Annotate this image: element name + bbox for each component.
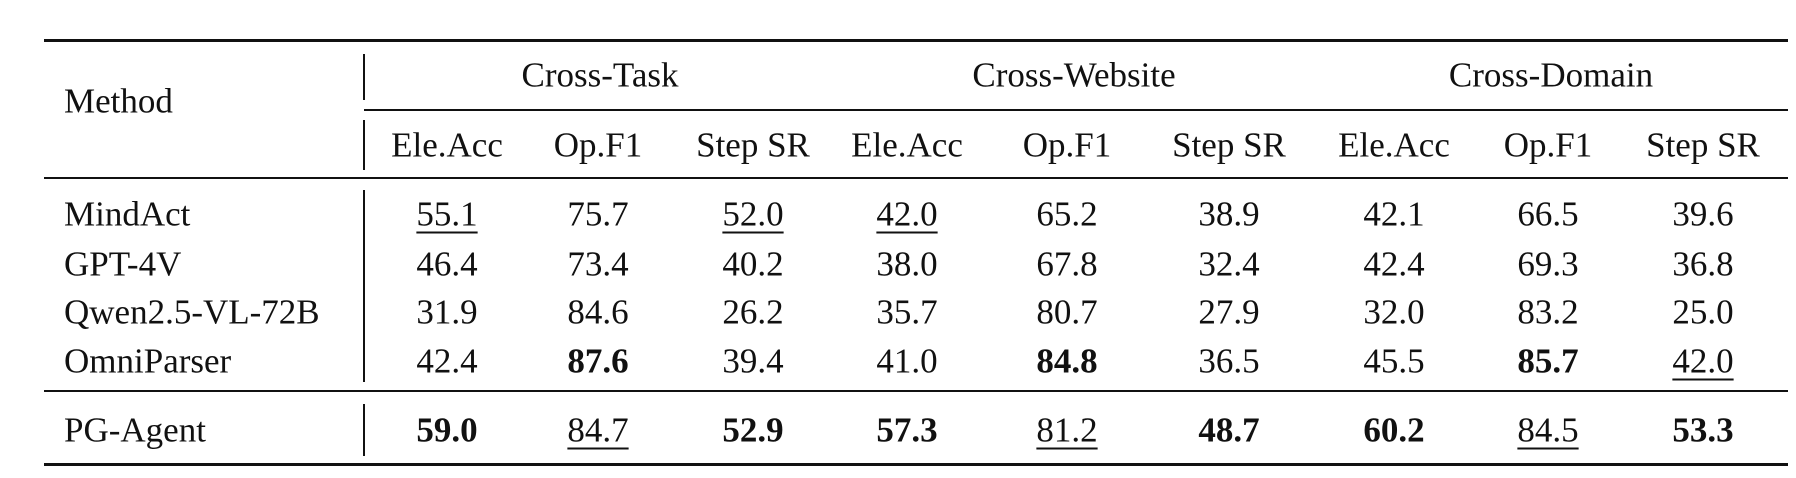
cell: 27.9	[1198, 292, 1260, 332]
cell: 52.9	[722, 410, 784, 450]
metric-header: Ele.Acc	[1338, 125, 1450, 165]
cell: 25.0	[1672, 292, 1734, 332]
cell: 48.7	[1198, 410, 1260, 450]
cell: 36.8	[1672, 244, 1734, 284]
cell: 67.8	[1036, 244, 1098, 284]
cell: 46.4	[416, 244, 478, 284]
col-separator	[363, 54, 365, 100]
cell: 42.0	[876, 194, 938, 234]
metric-header: Op.F1	[553, 125, 643, 165]
cell: 53.3	[1672, 410, 1734, 450]
cell: 42.4	[1363, 244, 1425, 284]
cell: 84.8	[1036, 341, 1098, 381]
cell: 80.7	[1036, 292, 1098, 332]
method-header: Method	[64, 81, 173, 121]
metric-header: Ele.Acc	[851, 125, 963, 165]
cell: 84.7	[567, 410, 629, 450]
group-header: Cross-Website	[972, 55, 1176, 95]
cell: 73.4	[567, 244, 629, 284]
mid-rule	[44, 390, 1788, 392]
metric-header: Step SR	[1646, 125, 1760, 165]
cell: 39.4	[722, 341, 784, 381]
cell: 26.2	[722, 292, 784, 332]
cell: 87.6	[567, 341, 629, 381]
bottom-rule	[44, 463, 1788, 466]
cell: 45.5	[1363, 341, 1425, 381]
top-rule	[44, 39, 1788, 42]
method-name: MindAct	[64, 194, 191, 234]
cell: 32.0	[1363, 292, 1425, 332]
col-separator	[363, 120, 365, 170]
cell: 81.2	[1036, 410, 1098, 450]
group-header: Cross-Task	[521, 55, 679, 95]
cell: 42.0	[1672, 341, 1734, 381]
group-rule	[364, 109, 1788, 111]
cell: 65.2	[1036, 194, 1098, 234]
cell: 83.2	[1517, 292, 1579, 332]
cell: 42.4	[416, 341, 478, 381]
cell: 57.3	[876, 410, 938, 450]
cell: 36.5	[1198, 341, 1260, 381]
metric-header: Op.F1	[1503, 125, 1593, 165]
metric-header: Op.F1	[1022, 125, 1112, 165]
metric-header: Step SR	[1172, 125, 1286, 165]
cell: 60.2	[1363, 410, 1425, 450]
method-name: Qwen2.5-VL-72B	[64, 292, 320, 332]
cell: 40.2	[722, 244, 784, 284]
cell: 66.5	[1517, 194, 1579, 234]
cell: 31.9	[416, 292, 478, 332]
cell: 35.7	[876, 292, 938, 332]
method-name: PG-Agent	[64, 410, 206, 450]
header-rule	[44, 177, 1788, 179]
cell: 75.7	[567, 194, 629, 234]
method-name: GPT-4V	[64, 244, 182, 284]
cell: 69.3	[1517, 244, 1579, 284]
metric-header: Step SR	[696, 125, 810, 165]
metric-header: Ele.Acc	[391, 125, 503, 165]
cell: 84.6	[567, 292, 629, 332]
cell: 38.0	[876, 244, 938, 284]
cell: 55.1	[416, 194, 478, 234]
col-separator	[363, 190, 365, 382]
cell: 41.0	[876, 341, 938, 381]
cell: 38.9	[1198, 194, 1260, 234]
cell: 39.6	[1672, 194, 1734, 234]
cell: 59.0	[416, 410, 478, 450]
cell: 52.0	[722, 194, 784, 234]
method-name: OmniParser	[64, 341, 232, 381]
cell: 42.1	[1363, 194, 1425, 234]
cell: 84.5	[1517, 410, 1579, 450]
group-header: Cross-Domain	[1448, 55, 1654, 95]
cell: 85.7	[1517, 341, 1579, 381]
cell: 32.4	[1198, 244, 1260, 284]
col-separator	[363, 404, 365, 456]
